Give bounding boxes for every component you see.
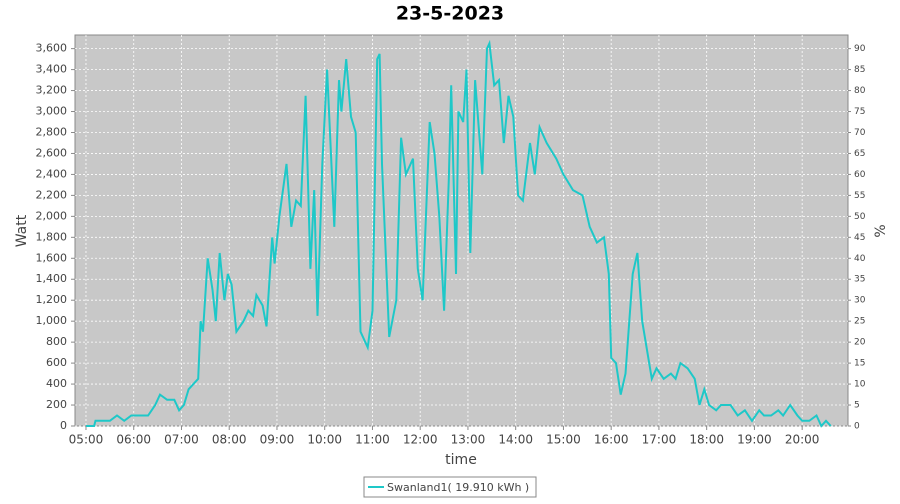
- legend-box: [363, 476, 537, 498]
- y2-tick-label: 25: [854, 317, 865, 327]
- y-tick-label: 1,400: [36, 272, 68, 285]
- x-tick-label: 15:00: [546, 433, 581, 447]
- x-tick-label: 14:00: [498, 433, 533, 447]
- y-tick-label: 600: [46, 356, 67, 369]
- x-tick-label: 13:00: [451, 433, 486, 447]
- x-tick-label: 20:00: [785, 433, 820, 447]
- y-tick-label: 200: [46, 398, 67, 411]
- y2-tick-label: 20: [854, 338, 866, 348]
- y2-tick-label: 15: [854, 359, 865, 369]
- y-tick-label: 1,200: [36, 293, 68, 306]
- y2-tick-label: 50: [854, 212, 866, 222]
- x-tick-label: 06:00: [116, 433, 151, 447]
- y2-tick-label: 85: [854, 65, 865, 75]
- x-tick-label: 05:00: [69, 433, 104, 447]
- x-tick-label: 12:00: [403, 433, 438, 447]
- y2-tick-label: 0: [854, 422, 860, 432]
- y-tick-label: 2,800: [36, 125, 68, 138]
- y-tick-label: 1,000: [36, 314, 68, 327]
- y-tick-label: 2,000: [36, 209, 68, 222]
- y2-tick-label: 45: [854, 233, 865, 243]
- y-tick-label: 400: [46, 377, 67, 390]
- x-tick-label: 08:00: [212, 433, 247, 447]
- y2-tick-label: 5: [854, 401, 860, 411]
- y2-tick-label: 60: [854, 170, 866, 180]
- y-tick-label: 800: [46, 335, 67, 348]
- x-tick-label: 10:00: [307, 433, 342, 447]
- y2-tick-label: 10: [854, 380, 866, 390]
- y2-tick-label: 90: [854, 44, 866, 54]
- x-axis-label: time: [445, 452, 477, 468]
- y2-tick-label: 80: [854, 86, 866, 96]
- y-tick-label: 2,400: [36, 167, 68, 180]
- y2-tick-label: 70: [854, 128, 866, 138]
- y-tick-label: 1,800: [36, 230, 68, 243]
- y-axis-label: Watt: [14, 214, 30, 247]
- x-tick-label: 19:00: [737, 433, 772, 447]
- x-tick-label: 16:00: [594, 433, 629, 447]
- y2-tick-label: 35: [854, 275, 865, 285]
- y2-axis-label: %: [873, 224, 889, 237]
- y-tick-label: 0: [60, 419, 67, 432]
- y-tick-label: 3,400: [36, 63, 68, 76]
- x-tick-label: 09:00: [260, 433, 295, 447]
- x-tick-label: 18:00: [689, 433, 724, 447]
- y-tick-label: 2,200: [36, 188, 68, 201]
- y2-tick-label: 40: [854, 254, 866, 264]
- y-tick-label: 1,600: [36, 251, 68, 264]
- y2-tick-label: 30: [854, 296, 866, 306]
- legend-label: Swanland1( 19.910 kWh ): [387, 481, 529, 494]
- chart-title: 23-5-2023: [396, 3, 504, 25]
- y2-tick-label: 65: [854, 149, 865, 159]
- legend: Swanland1( 19.910 kWh ): [363, 476, 537, 498]
- y-tick-label: 3,000: [36, 105, 68, 118]
- data-line: [86, 39, 832, 428]
- x-tick-label: 17:00: [642, 433, 677, 447]
- x-tick-label: 07:00: [164, 433, 199, 447]
- x-tick-label: 11:00: [355, 433, 390, 447]
- y-tick-label: 3,600: [36, 42, 68, 55]
- y2-tick-label: 75: [854, 107, 865, 117]
- y2-tick-label: 55: [854, 191, 865, 201]
- y-tick-label: 2,600: [36, 146, 68, 159]
- plot-area: [74, 34, 849, 427]
- y-tick-label: 3,200: [36, 84, 68, 97]
